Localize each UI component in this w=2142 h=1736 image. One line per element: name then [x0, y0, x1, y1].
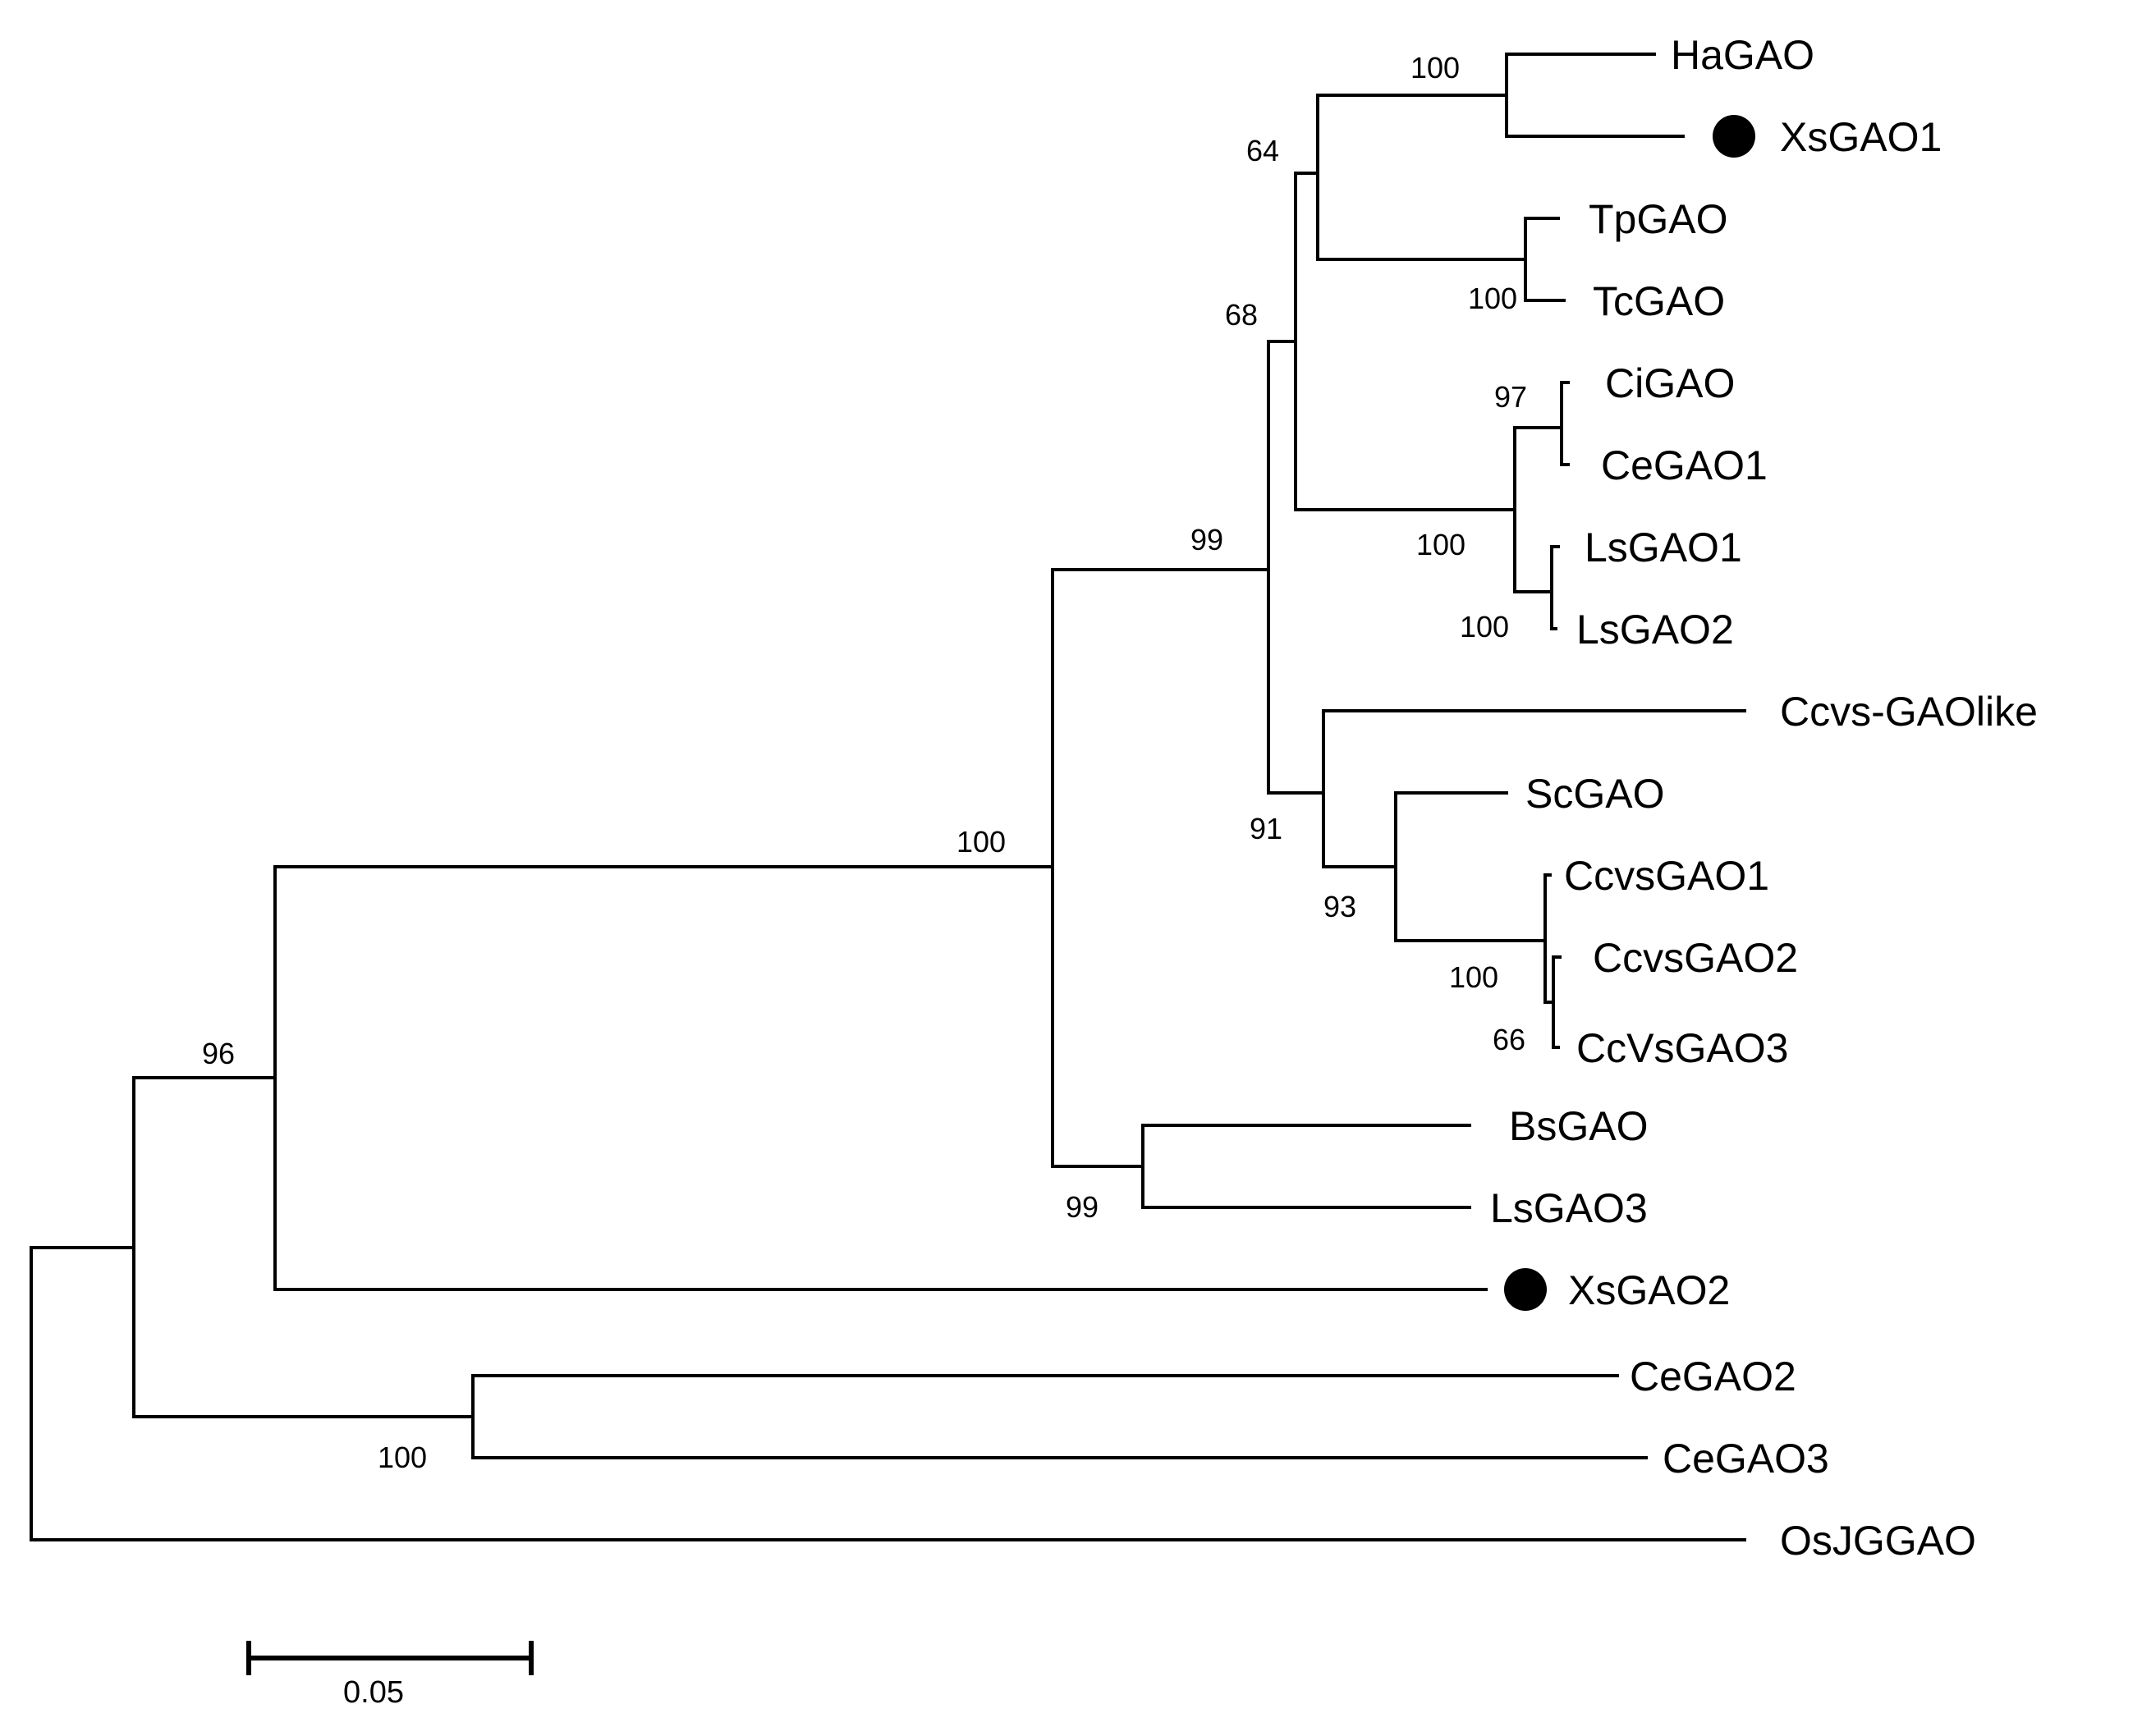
- leaf-label-cegao1: CeGAO1: [1601, 442, 1768, 488]
- leaf-label-bsgao: BsGAO: [1509, 1103, 1648, 1149]
- bootstrap-values: 100 64 100 68 97 100 100 99 91 93 100 66…: [202, 51, 1527, 1474]
- bootstrap-tp-tc: 100: [1468, 282, 1517, 315]
- scale-bar-label: 0.05: [343, 1675, 404, 1710]
- bootstrap-ce2-ce3: 100: [378, 1441, 427, 1474]
- leaf-label-cegao3: CeGAO3: [1663, 1436, 1829, 1482]
- bootstrap-ci-ce1: 97: [1494, 380, 1527, 414]
- leaf-labels: HaGAO XsGAO1 TpGAO TcGAO CiGAO CeGAO1 Ls…: [1490, 32, 2038, 1564]
- leaf-label-ccvs-gaolike: Ccvs-GAOlike: [1780, 689, 2038, 735]
- leaf-label-xsgao2: XsGAO2: [1568, 1267, 1730, 1313]
- bootstrap-ingroup: 100: [956, 825, 1006, 859]
- bootstrap-ci-ls: 100: [1416, 528, 1465, 561]
- leaf-label-cegao2: CeGAO2: [1630, 1354, 1796, 1399]
- leaf-label-ccvsgao2: CcvsGAO2: [1593, 935, 1798, 981]
- leaf-label-osjggao: OsJGGAO: [1780, 1518, 1976, 1564]
- leaf-label-ccvsgao3: CcVsGAO3: [1576, 1025, 1788, 1071]
- bootstrap-bs-ls3: 99: [1066, 1190, 1099, 1224]
- leaf-label-scgao: ScGAO: [1525, 771, 1664, 817]
- bootstrap-ha-ccvs: 99: [1190, 523, 1223, 557]
- leaf-label-cigao: CiGAO: [1605, 360, 1735, 406]
- marker-xsgao2-dot: [1504, 1268, 1547, 1311]
- bootstrap-ls1-ls2: 100: [1460, 610, 1509, 644]
- bootstrap-ccvs2-3: 66: [1493, 1023, 1525, 1056]
- tree-branches: [30, 53, 1746, 1541]
- marker-xsgao1-dot: [1713, 115, 1755, 158]
- bootstrap-ccvs1-3: 100: [1449, 960, 1498, 994]
- leaf-label-xsgao1: XsGAO1: [1780, 114, 1942, 160]
- leaf-label-hagao: HaGAO: [1671, 32, 1814, 78]
- leaf-label-tpgao: TpGAO: [1589, 196, 1727, 242]
- bootstrap-with-xs2: 96: [202, 1037, 235, 1070]
- leaf-label-ccvsgao1: CcvsGAO1: [1564, 853, 1769, 899]
- scale-bar: 0.05: [246, 1641, 534, 1710]
- bootstrap-ccvs-group: 91: [1250, 812, 1282, 845]
- bootstrap-ha-ls: 68: [1225, 298, 1258, 332]
- leaf-label-lsgao1: LsGAO1: [1585, 524, 1742, 570]
- leaf-label-lsgao2: LsGAO2: [1576, 607, 1734, 653]
- bootstrap-ha-xs1: 100: [1410, 51, 1460, 85]
- bootstrap-ha-tp: 64: [1246, 134, 1279, 167]
- leaf-label-lsgao3: LsGAO3: [1490, 1185, 1648, 1231]
- bootstrap-sc-ccvs: 93: [1323, 890, 1356, 923]
- leaf-label-tcgao: TcGAO: [1593, 278, 1725, 324]
